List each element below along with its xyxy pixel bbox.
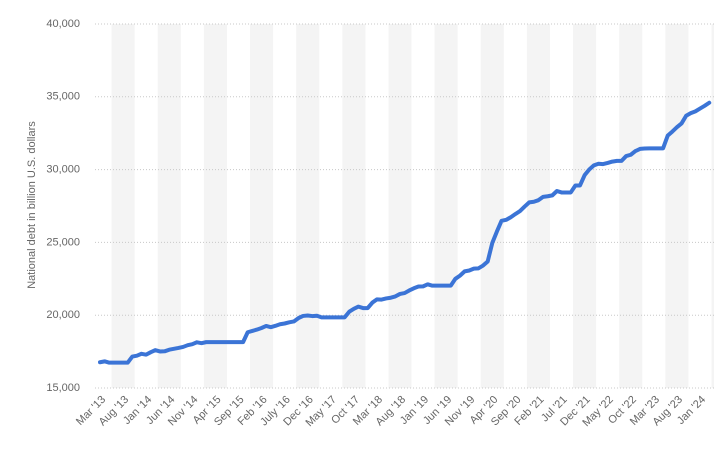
y-tick-label: 20,000 xyxy=(46,309,80,321)
line xyxy=(98,100,712,365)
background-stripe xyxy=(665,24,689,388)
background-stripe xyxy=(388,24,412,388)
y-tick-label: 40,000 xyxy=(46,18,80,30)
background-stripe xyxy=(573,24,597,388)
background-stripe xyxy=(111,24,135,388)
background-stripe xyxy=(526,24,550,388)
background-stripe xyxy=(342,24,366,388)
background-stripe xyxy=(250,24,274,388)
y-tick-label: 15,000 xyxy=(46,382,80,394)
background-stripe xyxy=(434,24,458,388)
y-tick-label: 25,000 xyxy=(46,236,80,248)
background-stripe xyxy=(203,24,227,388)
background-stripe xyxy=(711,24,714,388)
y-axis-label: National debt in billion U.S. dollars xyxy=(26,121,38,289)
y-tick-label: 35,000 xyxy=(46,91,80,103)
background-stripe xyxy=(480,24,504,388)
background-stripe xyxy=(157,24,181,388)
y-tick-label: 30,000 xyxy=(46,164,80,176)
background-stripe xyxy=(619,24,643,388)
background-stripe xyxy=(296,24,320,388)
